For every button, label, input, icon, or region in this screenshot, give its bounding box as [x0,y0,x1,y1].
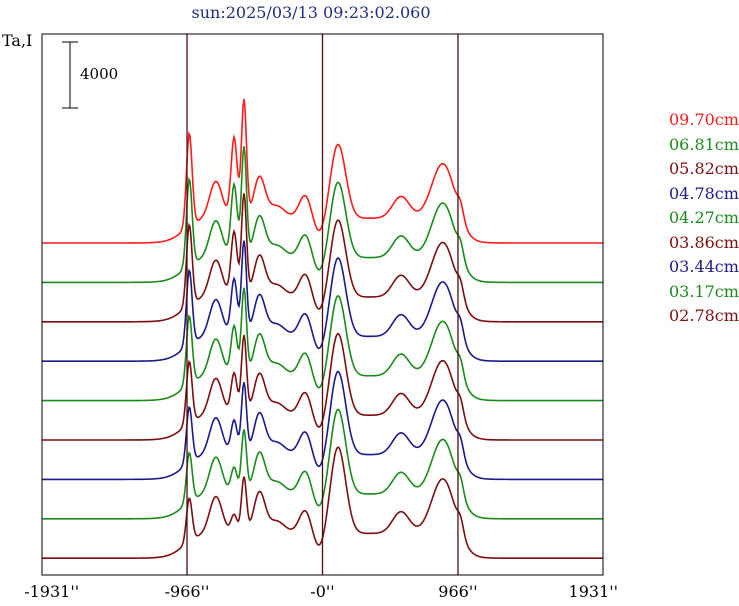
legend-item: 03.17cm [669,281,739,301]
legend-item: 04.78cm [669,183,739,203]
plot-frame [41,33,604,576]
y-axis-label: Ta,I [2,31,33,50]
legend-item: 03.86cm [669,232,739,252]
scale-bar-label: 4000 [80,65,119,83]
x-tick-label: 1931'' [568,582,619,601]
chart-title: sun:2025/03/13 09:23:02.060 [191,3,431,22]
reference-lines [186,34,459,575]
legend-item: 09.70cm [669,110,739,129]
legend-item: 02.78cm [669,306,739,325]
x-tick-label: -0'' [310,582,335,601]
x-tick-label: -1931'' [24,582,80,601]
legend-item: 04.27cm [669,208,739,227]
scale-bar [62,41,78,109]
legend-item: 06.81cm [669,134,739,154]
x-tick-label: 966'' [438,582,478,601]
x-tick-label: -966'' [164,582,210,601]
legend-item: 03.44cm [669,257,739,276]
legend-item: 05.82cm [669,159,739,178]
legend: 09.70cm 06.81cm 05.82cm 04.78cm 04.27cm 03.86… [669,108,739,329]
